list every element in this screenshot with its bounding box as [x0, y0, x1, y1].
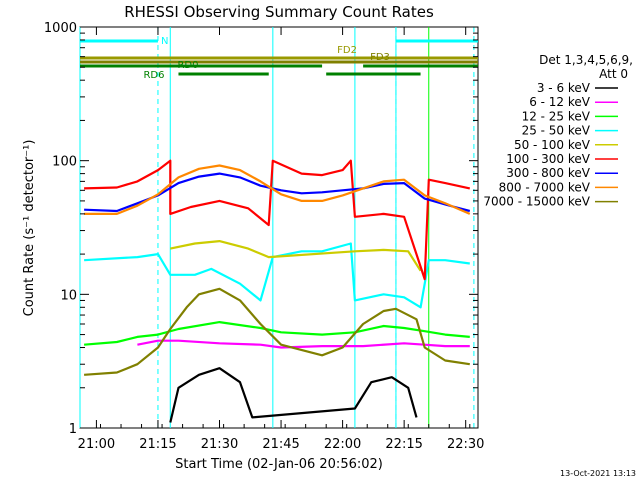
legend-label-8: 7000 - 15000 keV [483, 195, 590, 209]
x-axis-label: Start Time (02-Jan-06 20:56:02) [175, 457, 383, 472]
flag-label-fd3: FD3 [370, 52, 390, 63]
series-line-8 [84, 287, 470, 376]
y-tick-label-1: 10 [60, 288, 77, 303]
chart-title: RHESSI Observing Summary Count Rates [124, 3, 434, 21]
series-line-7 [84, 164, 471, 215]
instrument-state-lines [79, 27, 475, 428]
y-axis-label: Count Rate (s⁻¹ detector⁻¹) [22, 140, 37, 317]
legend-label-2: 12 - 25 keV [522, 109, 591, 123]
x-tick-label-3: 21:45 [262, 437, 299, 452]
flag-label-fd2: FD2 [337, 45, 357, 56]
x-tick-label-0: 21:00 [78, 437, 115, 452]
series-line-3 [84, 242, 470, 309]
x-tick-label-2: 21:30 [201, 437, 238, 452]
x-tick-label-4: 22:00 [324, 437, 361, 452]
series-line-0 [169, 367, 418, 423]
legend-header-2: Att 0 [599, 67, 628, 81]
plot-frame [79, 26, 479, 429]
plot-area [79, 26, 479, 429]
axes: 21:00 21:15 21:30 21:45 22:00 22:15 22:30 1 10 10… [44, 21, 485, 452]
legend-header-1: Det 1,3,4,5,6,9, [539, 53, 633, 67]
flag-bars: N FD2 FD3 RD0 RD6 [80, 36, 478, 81]
flag-label-n: N [161, 36, 168, 47]
series-line-1 [137, 339, 470, 349]
legend-label-5: 100 - 300 keV [506, 152, 590, 166]
series-line-2 [84, 321, 470, 346]
flag-label-rd0: RD0 [177, 60, 198, 71]
legend-label-0: 3 - 6 keV [537, 81, 591, 95]
legend-label-4: 50 - 100 keV [514, 138, 591, 152]
y-tick-label-0: 1 [69, 422, 77, 437]
x-tick-label-1: 21:15 [139, 437, 176, 452]
x-tick-label-6: 22:30 [447, 437, 484, 452]
legend-label-3: 25 - 50 keV [522, 124, 591, 138]
y-tick-label-3: 1000 [44, 21, 77, 36]
footer-date: 13-Oct-2021 13:13 [560, 469, 636, 478]
series-lines [84, 159, 471, 423]
legend-label-6: 300 - 800 keV [506, 166, 590, 180]
legend-label-1: 6 - 12 keV [529, 95, 591, 109]
legend-label-7: 800 - 7000 keV [499, 180, 591, 194]
series-line-5 [84, 159, 471, 281]
x-tick-label-5: 22:15 [385, 437, 422, 452]
flag-label-rd6: RD6 [143, 70, 164, 81]
y-tick-label-2: 100 [52, 155, 77, 170]
series-line-4 [170, 240, 422, 272]
